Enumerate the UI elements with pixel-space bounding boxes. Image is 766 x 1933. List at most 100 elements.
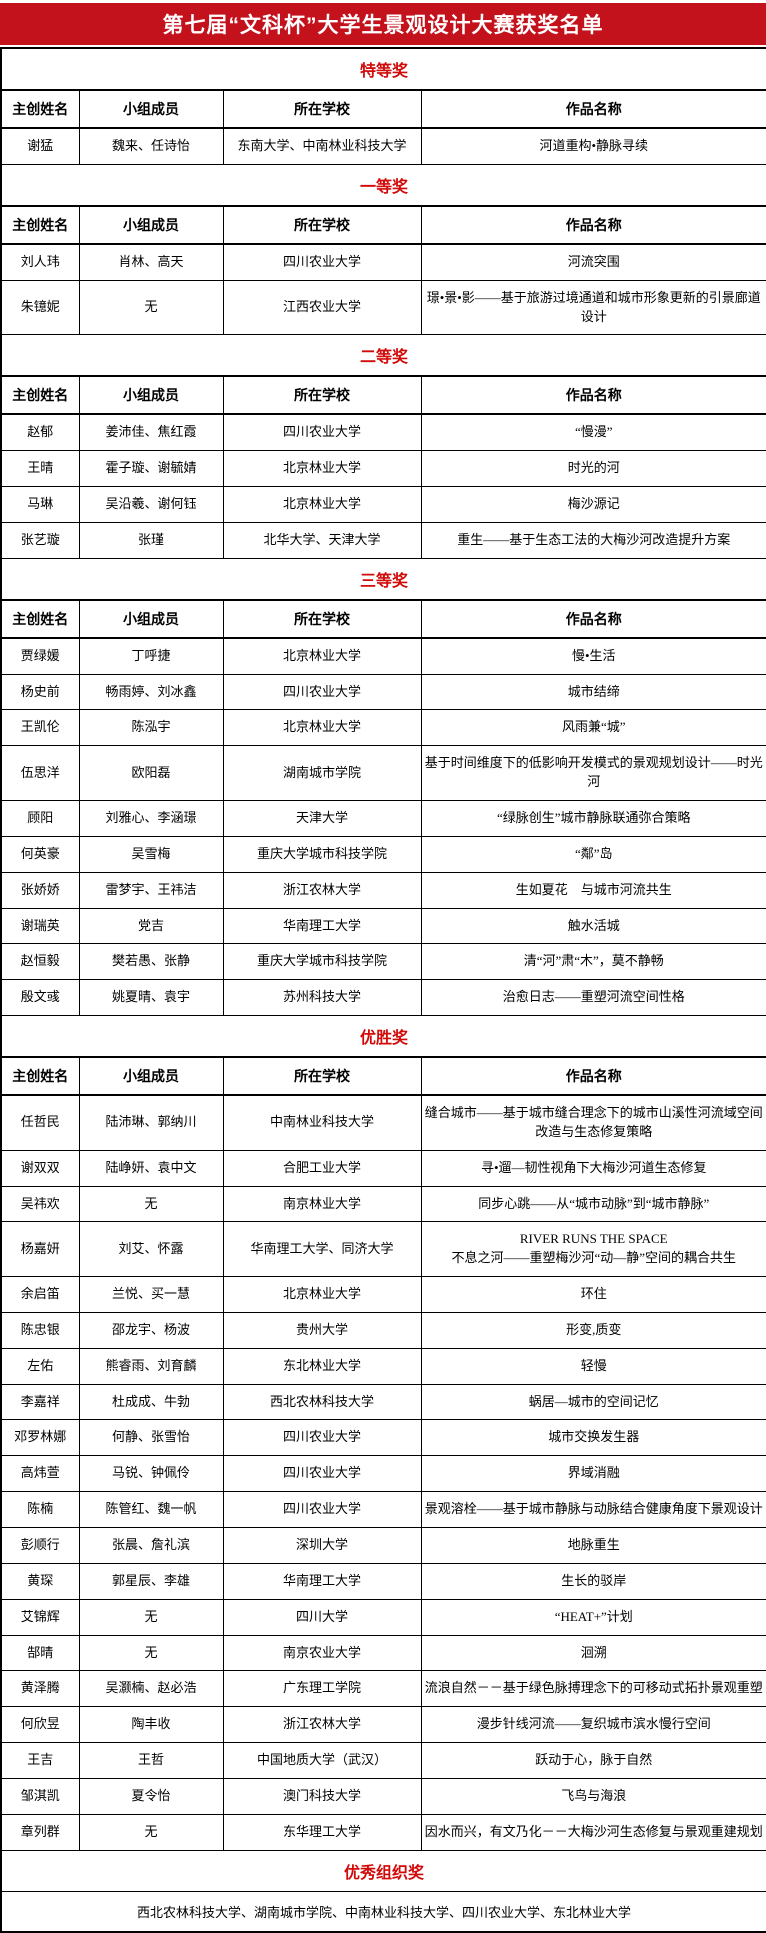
group-members: 无	[78, 1185, 224, 1223]
section-title-1: 一等奖	[0, 163, 766, 207]
table-row: 黄泽腾 吴灏楠、赵必浩 广东理工学院 流浪自然－－基于绿色脉搏理念下的可移动式拓扑景观…	[0, 1670, 766, 1708]
column-header-3: 作品名称	[420, 89, 766, 129]
school: 浙江农林大学	[222, 871, 422, 909]
group-members: 肖林、高天	[78, 243, 224, 281]
school: 重庆大学城市科技学院	[222, 943, 422, 981]
table-row: 马琳 吴沿羲、谢何钰 北京林业大学 梅沙源记	[0, 486, 766, 523]
school: 深圳大学	[222, 1527, 422, 1564]
table-row: 李嘉祥 杜成成、牛勃 西北农林科技大学 蜗居—城市的空间记忆	[0, 1383, 766, 1421]
creator-name: 杨史前	[0, 673, 80, 711]
creator-name: 贾绿媛	[0, 637, 80, 675]
table-row: 郜晴无南京农业大学 洄溯	[0, 1634, 766, 1672]
table-row: 殷文彧 姚夏晴、袁宇 苏州科技大学 治愈日志——重塑河流空间性格	[0, 979, 766, 1017]
school: 华南理工大学	[222, 907, 422, 945]
school: 四川农业大学	[222, 243, 422, 281]
school: 四川农业大学	[222, 1455, 422, 1493]
creator-name: 赵恒毅	[0, 943, 80, 981]
table-row: 杨史前 畅雨婷、刘冰鑫 四川农业大学 城市结缔	[0, 673, 766, 711]
school: 东华理工大学	[222, 1813, 422, 1851]
table-row: 张艺璇 张瑾 北华大学、天津大学 重生——基于生态工法的大梅沙河改造提升方案	[0, 521, 766, 559]
work-title: 慢•生活	[420, 637, 766, 675]
column-header-row: 主创姓名 小组成员 所在学校 作品名称	[0, 598, 766, 639]
work-title: 蜗居—城市的空间记忆	[420, 1383, 766, 1421]
group-members: 郭星辰、李雄	[78, 1562, 224, 1600]
column-header-3: 作品名称	[420, 375, 766, 416]
column-header-2: 所在学校	[222, 598, 422, 639]
group-members: 无	[78, 1634, 224, 1672]
table-row: 左佑 熊睿雨、刘育麟 东北林业大学 轻慢	[0, 1347, 766, 1385]
work-title: “绿脉创生”城市静脉联通弥合策略	[420, 799, 766, 837]
school: 北京林业大学	[222, 450, 422, 488]
school: 四川农业大学	[222, 673, 422, 711]
column-header-2: 所在学校	[222, 1056, 422, 1097]
column-header-2: 所在学校	[222, 89, 422, 129]
group-members: 党吉	[78, 907, 224, 945]
table-row: 谢双双 陆峥妍、袁中文 合肥工业大学 寻•遛—韧性视角下大梅沙河道生态修复	[0, 1149, 766, 1187]
school: 东南大学、中南林业科技大学	[222, 127, 422, 165]
organization-winners: 西北农林科技大学、湖南城市学院、中南林业科技大学、四川农业大学、东北林业大学	[0, 1890, 766, 1933]
group-members: 魏来、任诗怡	[78, 127, 224, 165]
creator-name: 杨嘉妍	[0, 1221, 80, 1278]
work-title: 基于时间维度下的低影响开发模式的景观规划设计——时光河	[420, 745, 766, 801]
creator-name: 陈楠	[0, 1491, 80, 1528]
creator-name: 艾锦辉	[0, 1598, 80, 1636]
group-members: 熊睿雨、刘育麟	[78, 1347, 224, 1385]
creator-name: 刘人玮	[0, 243, 80, 281]
table-row: 彭顺行 张晨、詹礼滨 深圳大学 地脉重生	[0, 1527, 766, 1564]
group-members: 兰悦、买一慧	[78, 1276, 224, 1313]
school: 湖南城市学院	[222, 745, 422, 801]
column-header-0: 主创姓名	[0, 1056, 80, 1097]
group-members: 邵龙宇、杨波	[78, 1311, 224, 1349]
work-title: “慢漫”	[420, 413, 766, 452]
group-members: 霍子璇、谢毓婧	[78, 450, 224, 488]
table-row: 朱镱妮无江西农业大学 璟•景•影——基于旅游过境通道和城市形象更新的引景廊道设计	[0, 279, 766, 336]
school: 华南理工大学、同济大学	[222, 1221, 422, 1278]
column-header-1: 小组成员	[78, 375, 224, 416]
work-title: 缝合城市——基于城市缝合理念下的城市山溪性河流域空间改造与生态修复策略	[420, 1094, 766, 1151]
column-header-row: 主创姓名 小组成员 所在学校 作品名称	[0, 204, 766, 245]
creator-name: 王吉	[0, 1742, 80, 1779]
work-title: 清“河”肃“木”，莫不静畅	[420, 943, 766, 981]
group-members: 姚夏晴、袁宇	[78, 979, 224, 1017]
work-title: 河道重构•静脉寻续	[420, 127, 766, 165]
column-header-3: 作品名称	[420, 1056, 766, 1097]
creator-name: 马琳	[0, 486, 80, 523]
work-title: 风雨兼“城”	[420, 709, 766, 747]
creator-name: 张艺璇	[0, 521, 80, 559]
school: 东北林业大学	[222, 1347, 422, 1385]
column-header-2: 所在学校	[222, 204, 422, 245]
section-title-2: 二等奖	[0, 334, 766, 377]
work-title: 地脉重生	[420, 1527, 766, 1564]
school: 四川农业大学	[222, 1419, 422, 1457]
school: 北京林业大学	[222, 1276, 422, 1313]
creator-name: 朱镱妮	[0, 279, 80, 336]
work-title: 城市交换发生器	[420, 1419, 766, 1457]
group-members: 张晨、詹礼滨	[78, 1527, 224, 1564]
group-members: 夏令怡	[78, 1777, 224, 1815]
column-header-0: 主创姓名	[0, 375, 80, 416]
column-header-0: 主创姓名	[0, 598, 80, 639]
school: 四川大学	[222, 1598, 422, 1636]
column-header-1: 小组成员	[78, 89, 224, 129]
work-title: “鄰”岛	[420, 835, 766, 873]
group-members: 刘艾、怀露	[78, 1221, 224, 1278]
work-title: 触水活城	[420, 907, 766, 945]
creator-name: 任哲民	[0, 1094, 80, 1151]
table-row: 陈忠银 邵龙宇、杨波 贵州大学 形变,质变	[0, 1311, 766, 1349]
group-members: 丁呼捷	[78, 637, 224, 675]
table-row: 高炜萱 马锐、钟佩伶 四川农业大学 界域消融	[0, 1455, 766, 1493]
work-title: 寻•遛—韧性视角下大梅沙河道生态修复	[420, 1149, 766, 1187]
school: 四川农业大学	[222, 413, 422, 452]
school: 西北农林科技大学	[222, 1383, 422, 1421]
creator-name: 黄琛	[0, 1562, 80, 1600]
group-members: 张瑾	[78, 521, 224, 559]
awards-table: 特等奖 主创姓名 小组成员 所在学校 作品名称 谢猛 魏来、任诗怡 东南大学、中南林业科技大学…	[0, 47, 766, 1933]
table-row: 谢猛 魏来、任诗怡 东南大学、中南林业科技大学 河道重构•静脉寻续	[0, 127, 766, 165]
school: 北京林业大学	[222, 486, 422, 523]
school: 中南林业科技大学	[222, 1094, 422, 1151]
page-title: 第七届“文科杯”大学生景观设计大赛获奖名单	[0, 3, 766, 45]
group-members: 陶丰收	[78, 1706, 224, 1744]
school: 华南理工大学	[222, 1562, 422, 1600]
column-header-3: 作品名称	[420, 598, 766, 639]
school: 北华大学、天津大学	[222, 521, 422, 559]
